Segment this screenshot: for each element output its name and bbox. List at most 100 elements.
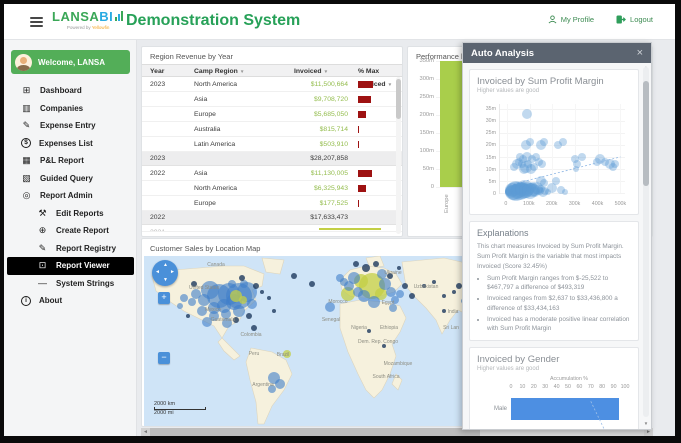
companies-icon: ▥	[20, 103, 33, 114]
my-profile-button[interactable]: My Profile	[548, 15, 594, 24]
map-bubble[interactable]	[362, 264, 370, 272]
map-bubble[interactable]	[177, 303, 183, 309]
map-zoom-in-button[interactable]: +	[158, 292, 170, 304]
map-bubble[interactable]	[402, 283, 408, 289]
cell-region: Asia	[194, 166, 207, 181]
map-bubble[interactable]	[367, 329, 371, 333]
auto-analysis-body: Invoiced by Sum Profit Margin Higher val…	[469, 69, 639, 429]
cell-region: Europe	[194, 196, 216, 211]
logout-button[interactable]: Logout	[616, 15, 653, 24]
world-map[interactable]: CanadaUnited StatesMexicoGuatemalaColomb…	[144, 256, 470, 426]
map-bubble[interactable]	[275, 379, 285, 389]
explanation-bullet: Sum Profit Margin ranges from $-25,522 t…	[487, 274, 631, 293]
map-pan-control[interactable]: ▲ ▼ ◄ ►	[152, 260, 178, 286]
map-bubble[interactable]	[353, 287, 363, 297]
map-bubble[interactable]	[247, 299, 257, 309]
cell-total-invoiced: $17,633,473	[290, 211, 348, 225]
map-bubble[interactable]	[240, 280, 248, 288]
x-axis-tick: 400k	[592, 201, 604, 207]
table-scroll-thumb[interactable]	[396, 79, 401, 119]
sidebar-item-report-registry[interactable]: ✎Report Registry	[4, 240, 137, 258]
map-bubble[interactable]	[272, 309, 276, 313]
pan-left-icon[interactable]: ◄	[155, 270, 160, 275]
map-bubble[interactable]	[353, 261, 359, 267]
map-bubble[interactable]	[396, 290, 404, 298]
table-row[interactable]: Europe$177,525	[142, 196, 402, 211]
map-bubble[interactable]	[267, 296, 271, 300]
table-row[interactable]: 2022$17,633,473	[142, 211, 402, 225]
scroll-left-arrow-icon[interactable]: ◄	[141, 428, 150, 436]
map-bubble[interactable]	[246, 313, 252, 319]
sidebar: Welcome, LANSA ⊞Dashboard▥Companies✎Expe…	[4, 40, 137, 436]
map-bubble[interactable]	[442, 294, 446, 298]
cell-region: Asia	[194, 92, 207, 107]
pan-down-icon[interactable]: ▼	[163, 278, 168, 283]
table-row[interactable]: 2022Asia$11,130,005	[142, 166, 402, 181]
cell-invoiced: $503,910	[290, 137, 348, 152]
panel-vertical-scrollbar[interactable]	[643, 67, 649, 417]
sidebar-item-report-viewer[interactable]: ⊡Report Viewer	[7, 257, 134, 275]
sidebar-item-companies[interactable]: ▥Companies	[4, 100, 137, 118]
sidebar-item-dashboard[interactable]: ⊞Dashboard	[4, 82, 137, 100]
map-zoom-out-button[interactable]: −	[158, 352, 170, 364]
map-bubble[interactable]	[188, 298, 196, 306]
map-bubble[interactable]	[452, 290, 456, 294]
map-bubble[interactable]	[253, 283, 259, 289]
map-bubble[interactable]	[309, 281, 315, 287]
sidebar-item-expenses-list[interactable]: $Expenses List	[4, 135, 137, 153]
sidebar-item-expense-entry[interactable]: ✎Expense Entry	[4, 117, 137, 135]
table-row[interactable]: 2021	[142, 225, 402, 232]
pareto-line	[511, 392, 625, 430]
table-row[interactable]: 2023North America$11,500,664	[142, 77, 402, 92]
map-bubble[interactable]	[180, 294, 188, 302]
table-row[interactable]: Latin America$503,910	[142, 137, 402, 152]
pan-up-icon[interactable]: ▲	[163, 263, 168, 268]
map-bubble[interactable]	[260, 290, 264, 294]
map-label-uzbekistan: Uzbekistan	[414, 284, 439, 290]
map-bubble[interactable]	[186, 314, 190, 318]
y-axis-tick: 350m	[419, 58, 434, 64]
sidebar-item-guided-query[interactable]: ▧Guided Query	[4, 170, 137, 188]
map-bubble[interactable]	[336, 274, 344, 282]
cell-region: North America	[194, 181, 237, 196]
map-bubble[interactable]	[228, 280, 236, 288]
x-axis-tick: 20	[531, 384, 537, 390]
panel-scroll-thumb[interactable]	[643, 81, 649, 186]
sort-caret-icon[interactable]: ▾	[325, 69, 328, 75]
sidebar-item-system-strings[interactable]: —System Strings	[4, 275, 137, 293]
sidebar-item-p-l-report[interactable]: ▦P&L Report	[4, 152, 137, 170]
gender-chart-title: Invoiced by Gender	[477, 354, 631, 365]
top-header: LANSABI Powered by Yellowfin Demonstrati…	[4, 4, 675, 40]
table-row[interactable]: Europe$5,685,050	[142, 107, 402, 122]
map-bubble[interactable]	[239, 275, 245, 281]
horizontal-scroll-thumb[interactable]	[150, 428, 480, 436]
table-row[interactable]: North America$6,325,943	[142, 181, 402, 196]
map-bubble[interactable]	[251, 325, 257, 331]
map-bubble[interactable]	[239, 296, 247, 304]
table-vertical-scrollbar[interactable]	[396, 77, 401, 234]
explanations-section: Explanations This chart measures Invoice…	[469, 221, 639, 341]
table-row[interactable]: Asia$9,708,720	[142, 92, 402, 107]
map-bubble[interactable]	[442, 309, 446, 313]
panel-scroll-down-icon[interactable]: ▼	[643, 421, 649, 426]
region-table-title: Region Revenue by Year	[142, 47, 402, 64]
sidebar-item-report-admin[interactable]: ◎Report Admin	[4, 187, 137, 205]
sidebar-item-edit-reports[interactable]: ⚒Edit Reports	[4, 205, 137, 223]
map-bubble[interactable]	[373, 261, 379, 267]
map-bubble[interactable]	[409, 293, 415, 299]
map-bubble[interactable]	[233, 305, 245, 317]
sort-caret-icon[interactable]: ▾	[241, 69, 244, 75]
close-icon[interactable]: ×	[637, 48, 643, 59]
pan-right-icon[interactable]: ►	[170, 270, 175, 275]
app-logo: LANSABI Powered by Yellowfin	[52, 9, 124, 30]
trend-line	[500, 104, 625, 193]
map-bubble[interactable]	[368, 296, 380, 308]
y-axis-tick: 250m	[419, 94, 434, 100]
table-row[interactable]: Australia$815,714	[142, 122, 402, 137]
hamburger-menu-icon[interactable]	[30, 17, 43, 27]
map-bubble[interactable]	[386, 287, 396, 297]
map-bubble[interactable]	[291, 273, 297, 279]
sidebar-item-about[interactable]: iAbout	[4, 292, 137, 310]
table-row[interactable]: 2023$28,207,858	[142, 152, 402, 166]
sidebar-item-create-report[interactable]: ⊕Create Report	[4, 222, 137, 240]
